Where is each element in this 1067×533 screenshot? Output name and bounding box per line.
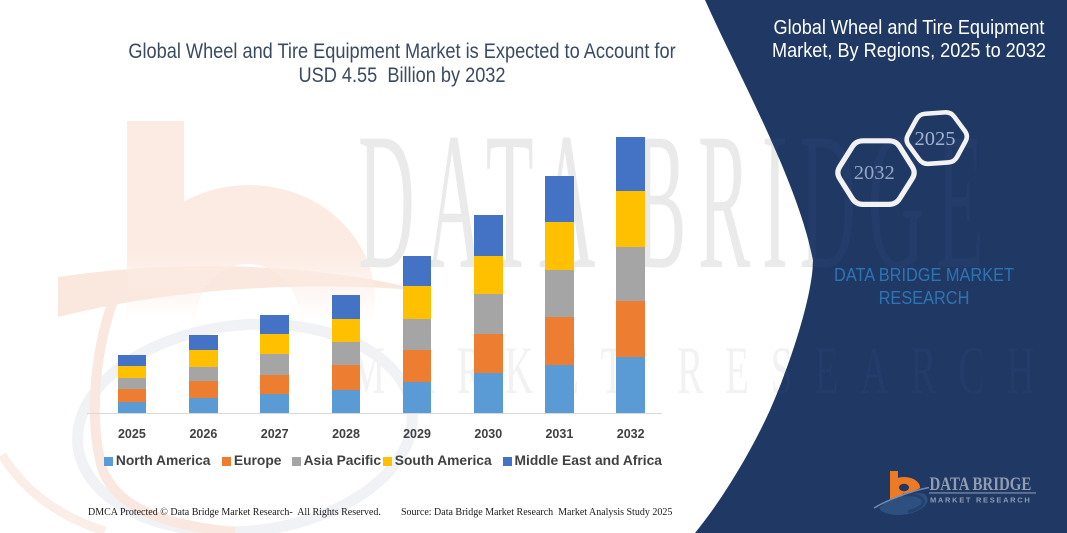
svg-text:MARKET RESEARCH: MARKET RESEARCH — [930, 496, 1031, 505]
svg-text:2032: 2032 — [854, 162, 895, 184]
svg-text:2025: 2025 — [915, 128, 956, 150]
svg-text:DATA BRIDGE: DATA BRIDGE — [930, 473, 1032, 494]
